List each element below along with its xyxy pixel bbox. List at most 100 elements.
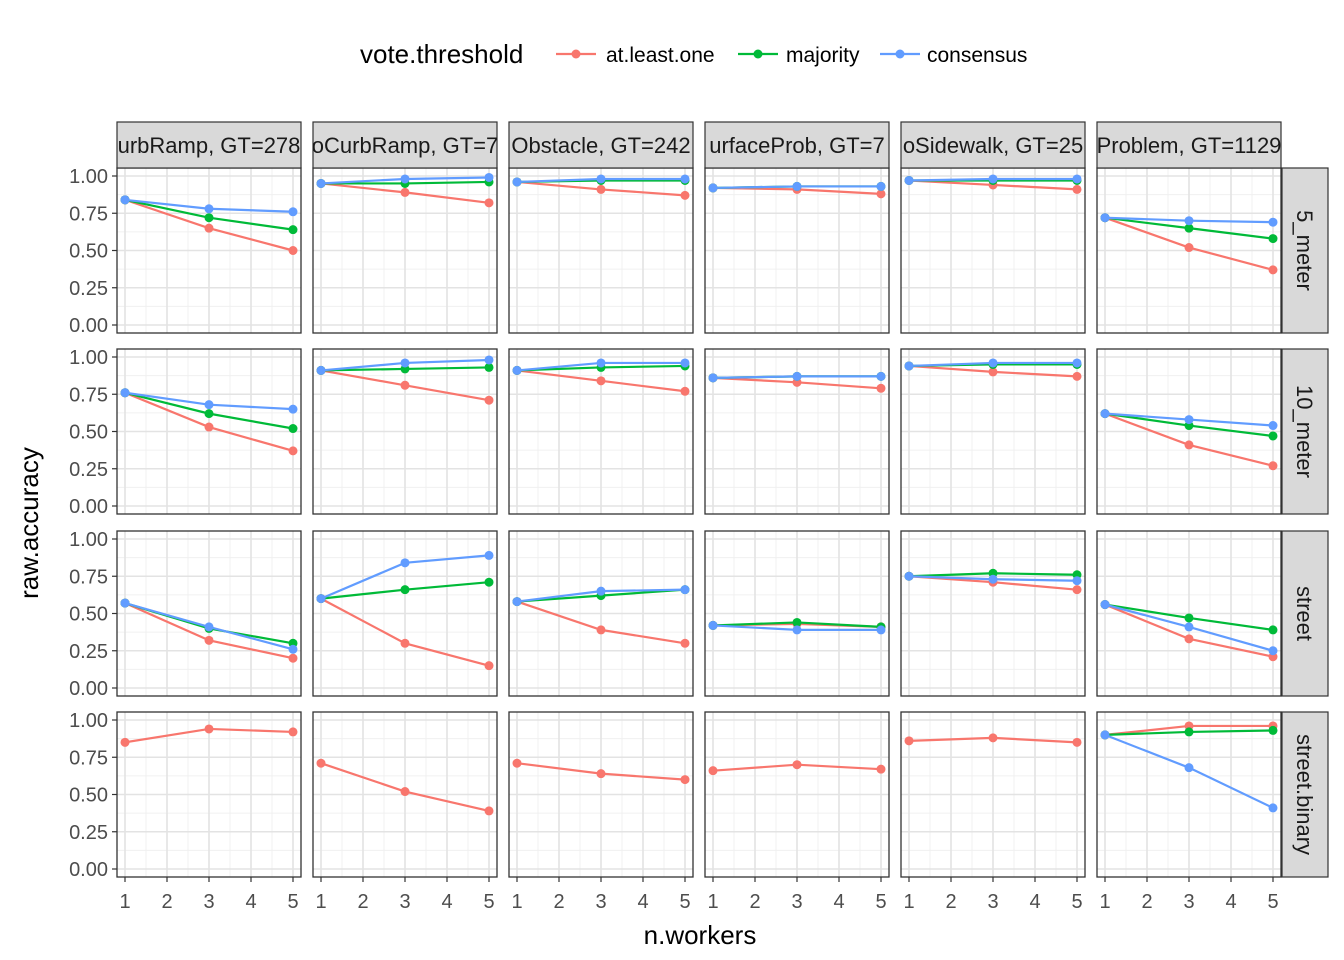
data-point <box>1268 234 1278 244</box>
y-tick-label: 0.25 <box>69 459 108 481</box>
x-tick-label: 4 <box>1029 891 1040 913</box>
x-tick-label: 5 <box>287 891 298 913</box>
series-consensus <box>708 620 886 635</box>
facet-panel <box>704 348 890 515</box>
data-point <box>400 787 410 797</box>
data-point <box>988 574 998 584</box>
series-majority <box>1100 409 1278 441</box>
x-tick-label: 5 <box>483 891 494 913</box>
series-consensus <box>904 174 1082 185</box>
series-consensus <box>1100 730 1278 813</box>
x-axis: 1 2 3 4 5 <box>903 877 1083 913</box>
data-point <box>1184 223 1194 233</box>
data-point <box>596 376 606 386</box>
data-point <box>484 550 494 560</box>
series-consensus <box>1100 409 1278 431</box>
data-point <box>988 174 998 184</box>
x-tick-label: 5 <box>1071 891 1082 913</box>
series-at-least-one <box>708 760 886 776</box>
facet-panel <box>1096 167 1282 334</box>
data-point <box>1184 763 1194 773</box>
y-tick-label: 0.75 <box>69 747 108 769</box>
x-tick-label: 2 <box>553 891 564 913</box>
data-point <box>1268 431 1278 441</box>
facet-panel <box>1096 348 1282 515</box>
x-tick-label: 2 <box>1141 891 1152 913</box>
data-point <box>1184 634 1194 644</box>
y-tick-label: 1.00 <box>69 529 108 551</box>
series-consensus <box>120 598 298 654</box>
facet-panel <box>1096 711 1282 878</box>
data-point <box>988 358 998 368</box>
data-point <box>680 174 690 184</box>
row-strip: 5_meter <box>1281 167 1329 334</box>
data-point <box>904 361 914 371</box>
panel-border <box>312 348 498 515</box>
series-consensus <box>316 355 494 375</box>
x-tick-label: 4 <box>441 891 452 913</box>
x-tick-label: 5 <box>1267 891 1278 913</box>
data-point <box>484 172 494 182</box>
x-axis: 1 2 3 4 5 <box>119 877 299 913</box>
data-point <box>288 653 298 663</box>
y-tick-label: 0.50 <box>69 241 108 263</box>
data-point <box>484 395 494 405</box>
series-consensus <box>708 371 886 383</box>
data-point <box>512 365 522 375</box>
y-tick-label: 0.25 <box>69 822 108 844</box>
x-tick-label: 1 <box>707 891 718 913</box>
facet-panel <box>312 711 498 878</box>
row-strip-label: street.binary <box>1292 734 1317 855</box>
row-strip: street <box>1281 530 1329 697</box>
data-point <box>680 585 690 595</box>
data-point <box>1072 358 1082 368</box>
x-tick-label: 1 <box>511 891 522 913</box>
data-point <box>512 597 522 607</box>
data-point <box>988 367 998 377</box>
row-strip-label: street <box>1292 586 1317 641</box>
panel-border <box>704 530 890 697</box>
x-tick-label: 2 <box>749 891 760 913</box>
data-point <box>1100 409 1110 419</box>
y-tick-label: 0.00 <box>69 859 108 881</box>
data-point <box>876 764 886 774</box>
data-point <box>596 769 606 779</box>
column-strip: oCurbRamp, GT=7 <box>312 121 498 169</box>
data-point <box>204 409 214 419</box>
y-tick-label: 0.75 <box>69 203 108 225</box>
data-point <box>1072 174 1082 184</box>
data-point <box>1268 725 1278 735</box>
data-point <box>904 736 914 746</box>
panel-border <box>508 348 694 515</box>
data-point <box>484 577 494 587</box>
x-tick-label: 1 <box>119 891 130 913</box>
facet-panel <box>312 530 498 697</box>
legend-entry-at-least-one: at.least.one <box>556 44 715 67</box>
row-strip: street.binary <box>1281 711 1329 878</box>
data-point <box>204 213 214 223</box>
data-point <box>1268 803 1278 813</box>
column-strip-label: oSidewalk, GT=25 <box>903 133 1083 158</box>
data-point <box>512 177 522 187</box>
data-point <box>288 246 298 255</box>
series-consensus <box>512 174 690 187</box>
data-point <box>1268 625 1278 635</box>
legend-key-point <box>753 49 763 59</box>
data-point <box>792 625 802 635</box>
series-consensus <box>316 550 494 604</box>
panel-border <box>1096 348 1282 515</box>
data-point <box>204 422 214 432</box>
column-strip-label: Problem, GT=1129 <box>1097 133 1282 158</box>
data-point <box>988 733 998 743</box>
x-tick-label: 4 <box>833 891 844 913</box>
data-point <box>316 594 326 604</box>
x-axis: 1 2 3 4 5 <box>707 877 887 913</box>
data-point <box>484 806 494 816</box>
series-at-least-one <box>120 724 298 747</box>
data-point <box>904 571 914 581</box>
x-tick-label: 5 <box>679 891 690 913</box>
y-axis: 0.00 0.25 0.50 0.75 1.00 <box>69 166 117 337</box>
data-point <box>316 365 326 375</box>
data-point <box>1072 576 1082 586</box>
series-at-least-one <box>512 758 690 785</box>
